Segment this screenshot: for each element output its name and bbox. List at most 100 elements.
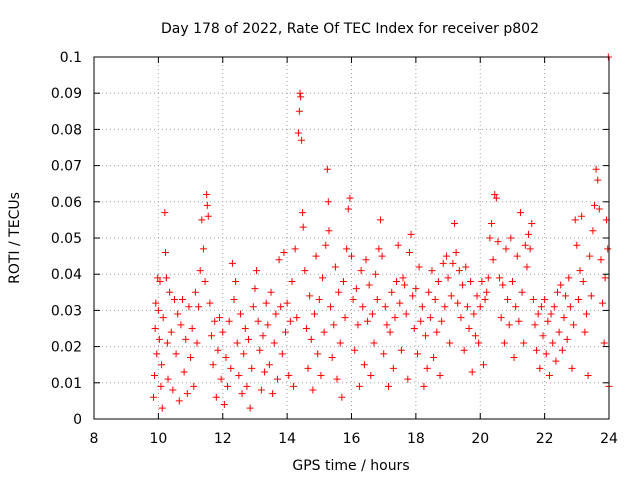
data-point — [331, 263, 339, 271]
data-point — [367, 372, 375, 380]
data-point — [478, 277, 486, 285]
data-point — [595, 205, 603, 213]
data-point — [256, 346, 264, 354]
data-point — [182, 335, 190, 343]
data-point — [463, 303, 471, 311]
data-point — [295, 107, 303, 115]
data-point — [159, 314, 167, 322]
data-point — [558, 346, 566, 354]
data-point — [291, 245, 299, 253]
data-point — [198, 216, 206, 224]
data-point — [388, 288, 396, 296]
data-point — [492, 194, 500, 202]
data-point — [296, 89, 304, 97]
data-point — [285, 372, 293, 380]
data-point — [307, 335, 315, 343]
x-tick-label: 22 — [536, 431, 554, 447]
data-point — [272, 310, 280, 318]
data-point — [586, 252, 594, 260]
data-point — [273, 375, 281, 383]
data-point — [396, 299, 404, 307]
data-point — [280, 248, 288, 256]
y-tick-label: 0.07 — [51, 159, 82, 175]
data-point — [570, 321, 578, 329]
data-point — [259, 332, 267, 340]
data-point — [297, 93, 305, 101]
data-point — [325, 227, 333, 235]
x-tick-label: 10 — [149, 431, 167, 447]
x-tick-label: 24 — [600, 431, 618, 447]
y-axis-label: ROTI / TECUs — [7, 192, 23, 284]
data-point — [230, 296, 238, 304]
data-point — [594, 176, 602, 184]
data-point — [161, 209, 169, 217]
data-point — [512, 303, 520, 311]
data-point — [545, 372, 553, 380]
data-point — [227, 364, 235, 372]
data-point — [505, 321, 513, 329]
data-point — [322, 241, 330, 249]
data-point — [172, 350, 180, 358]
data-point — [589, 227, 597, 235]
data-point — [301, 267, 309, 275]
data-point — [468, 368, 476, 376]
data-point — [488, 220, 496, 228]
data-point — [422, 332, 430, 340]
data-point — [491, 191, 499, 199]
data-point — [365, 281, 373, 289]
data-point — [299, 209, 307, 217]
data-point — [338, 393, 346, 401]
data-point — [460, 346, 468, 354]
data-point — [584, 372, 592, 380]
data-point — [484, 274, 492, 282]
data-point — [211, 317, 219, 325]
x-tick-label: 16 — [343, 431, 361, 447]
data-point — [433, 328, 441, 336]
data-point — [475, 339, 483, 347]
data-point — [404, 375, 412, 383]
data-point — [502, 245, 510, 253]
data-point — [504, 296, 512, 304]
data-point — [571, 216, 579, 224]
data-point — [473, 292, 481, 300]
data-point — [442, 252, 450, 260]
chart-title: Day 178 of 2022, Rate Of TEC Index for r… — [161, 21, 539, 37]
data-point — [368, 310, 376, 318]
data-point — [360, 361, 368, 369]
data-point — [499, 281, 507, 289]
data-point — [262, 299, 270, 307]
x-tick-label: 8 — [90, 431, 99, 447]
data-point — [537, 303, 545, 311]
data-point — [568, 364, 576, 372]
data-point — [232, 277, 240, 285]
data-point — [599, 299, 607, 307]
data-point — [174, 310, 182, 318]
data-point — [225, 317, 233, 325]
data-point — [283, 299, 291, 307]
data-point — [573, 241, 581, 249]
data-point — [317, 372, 325, 380]
data-point — [470, 310, 478, 318]
data-point — [267, 288, 275, 296]
data-point — [187, 353, 195, 361]
data-point — [203, 191, 211, 199]
data-point — [447, 292, 455, 300]
data-point — [373, 296, 381, 304]
data-point — [412, 285, 420, 293]
data-point — [204, 212, 212, 220]
data-point — [436, 372, 444, 380]
data-point — [320, 328, 328, 336]
data-point — [188, 325, 196, 332]
data-point — [389, 364, 397, 372]
data-point — [386, 328, 394, 336]
data-point — [465, 325, 473, 332]
data-point — [164, 375, 172, 383]
data-point — [152, 299, 160, 307]
y-tick-label: 0.06 — [51, 195, 82, 211]
data-point — [536, 364, 544, 372]
data-point — [518, 288, 526, 296]
data-point — [549, 339, 557, 347]
data-point — [277, 303, 285, 311]
data-point — [582, 310, 590, 318]
data-point — [425, 288, 433, 296]
